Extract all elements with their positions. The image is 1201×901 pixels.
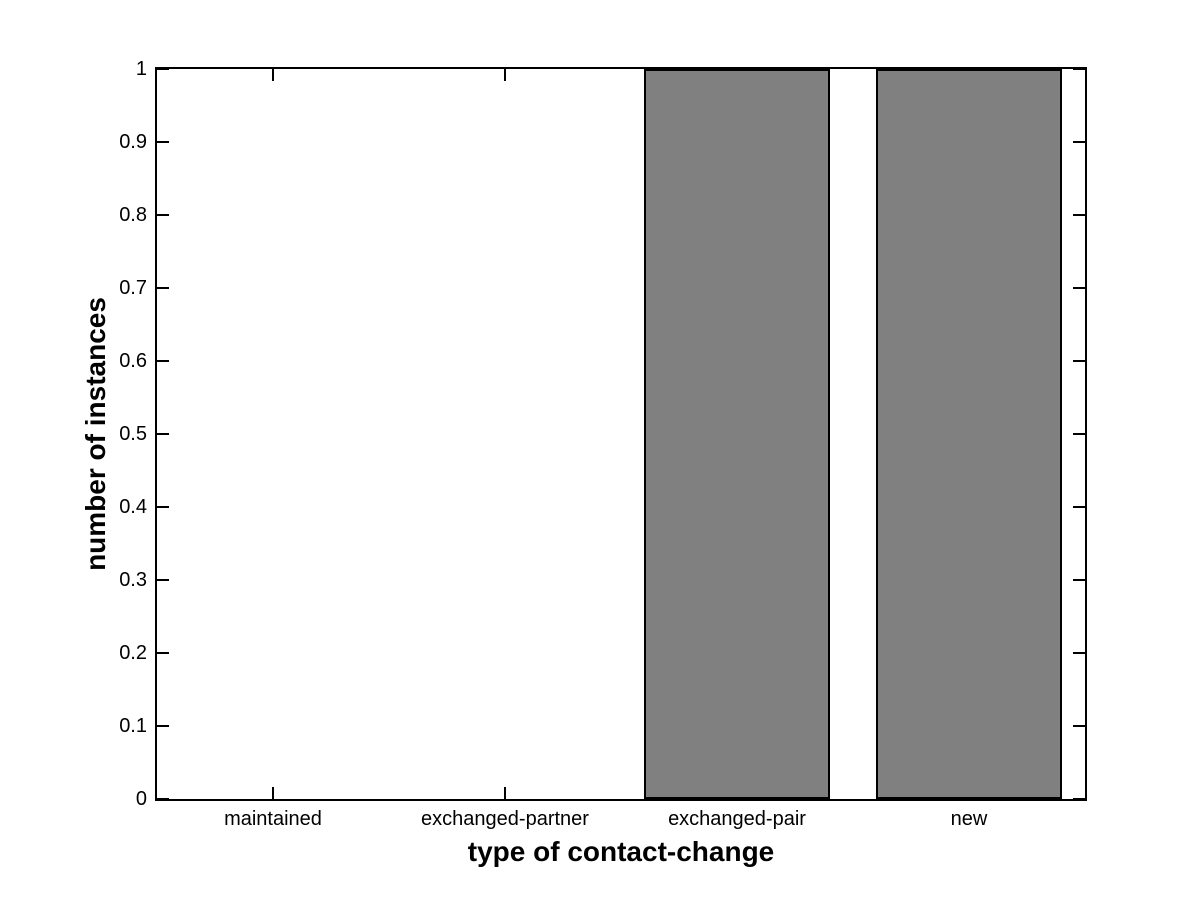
y-tick-mark <box>1073 360 1085 362</box>
y-tick-label: 0 <box>135 788 147 810</box>
y-tick-label: 0.5 <box>119 423 147 445</box>
y-tick-mark <box>1073 579 1085 581</box>
y-tick-label: 0.7 <box>119 277 147 299</box>
y-tick-label: 0.9 <box>119 131 147 153</box>
x-tick-label-new: new <box>950 808 988 830</box>
y-axis-label: number of instances <box>80 297 111 571</box>
x-tick-mark <box>504 69 506 81</box>
y-tick-mark <box>1073 141 1085 143</box>
y-tick-label: 0.4 <box>119 496 147 518</box>
y-tick-mark <box>1073 725 1085 727</box>
bar-exchanged-pair <box>644 69 830 799</box>
y-tick-mark <box>157 433 169 435</box>
x-axis-label: type of contact-change <box>467 836 775 867</box>
y-tick-mark <box>157 506 169 508</box>
y-tick-mark <box>157 652 169 654</box>
y-tick-mark <box>1073 433 1085 435</box>
y-tick-mark <box>1073 652 1085 654</box>
y-tick-mark <box>1073 287 1085 289</box>
x-tick-mark <box>272 787 274 799</box>
y-tick-mark <box>157 579 169 581</box>
plot-area <box>155 67 1087 801</box>
y-tick-label: 0.6 <box>119 350 147 372</box>
y-tick-mark <box>157 798 169 800</box>
y-tick-label: 0.1 <box>119 715 147 737</box>
y-tick-mark <box>1073 506 1085 508</box>
x-tick-mark <box>504 787 506 799</box>
x-tick-mark <box>272 69 274 81</box>
y-tick-mark <box>1073 214 1085 216</box>
y-tick-label: 0.2 <box>119 642 147 664</box>
x-tick-label-exchanged-partner: exchanged-partner <box>421 808 589 830</box>
y-tick-label: 1 <box>135 58 147 80</box>
y-tick-mark <box>157 141 169 143</box>
y-tick-mark <box>157 725 169 727</box>
y-tick-label: 0.3 <box>119 569 147 591</box>
bar-new <box>876 69 1062 799</box>
y-tick-mark <box>157 214 169 216</box>
y-tick-mark <box>157 68 169 70</box>
y-tick-mark <box>1073 68 1085 70</box>
y-tick-mark <box>157 287 169 289</box>
y-tick-label: 0.8 <box>119 204 147 226</box>
y-tick-mark <box>157 360 169 362</box>
x-tick-label-exchanged-pair: exchanged-pair <box>668 808 806 830</box>
y-tick-mark <box>1073 798 1085 800</box>
x-tick-label-maintained: maintained <box>224 808 322 830</box>
